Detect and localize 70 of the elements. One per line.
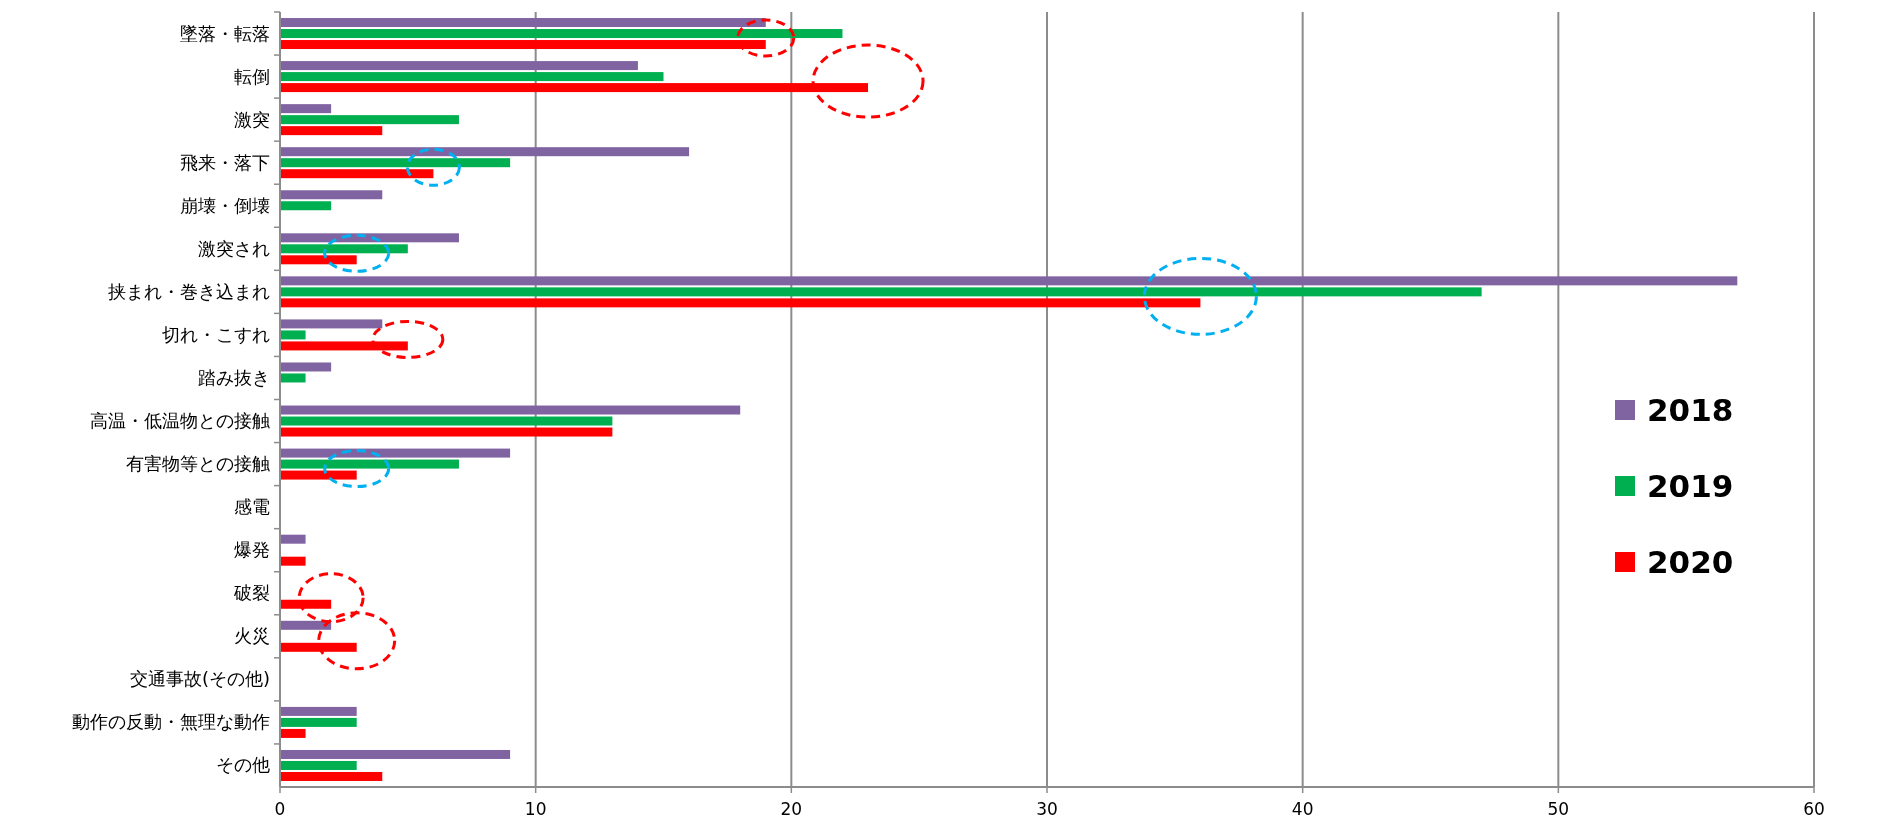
x-tick-label: 50 [1547,799,1570,819]
bar [280,728,306,738]
y-tick-label: 挟まれ・巻き込まれ [108,280,270,302]
bar [280,72,664,82]
bar [280,40,766,50]
y-tick-label: 破裂 [233,582,270,604]
bar [280,534,306,544]
bar [280,169,434,179]
bar [280,319,383,329]
bar [280,244,408,254]
legend-label: 2020 [1647,544,1734,580]
bar [280,147,690,157]
bar [280,642,357,652]
bar [280,362,332,372]
y-tick-label: 激突 [234,108,270,130]
bar [280,373,306,383]
y-tick-label: 有害物等との接触 [126,453,270,475]
bar [280,276,1738,286]
bar [280,470,357,480]
bar [280,126,383,136]
bar [280,104,332,114]
bar [280,620,332,630]
y-tick-label: 交通事故(その他) [129,668,270,690]
y-tick-label: 切れ・こすれ [162,323,270,345]
y-tick-label: その他 [216,754,270,776]
bar [280,556,306,566]
bar [280,448,511,458]
y-tick-label: 転倒 [234,65,270,87]
bar [280,717,357,727]
bar [280,287,1482,297]
y-tick-label: 墜落・転落 [180,22,270,44]
x-tick-label: 30 [1036,799,1058,819]
legend-label: 2019 [1647,468,1734,504]
bar [280,760,357,770]
y-tick-label: 火災 [234,625,270,647]
bar [280,83,869,93]
bar [280,158,511,168]
bar [280,255,357,265]
x-tick-label: 20 [780,799,803,819]
y-tick-label: 感電 [234,496,270,518]
legend-label: 2018 [1647,392,1734,428]
bar [280,115,459,125]
bar [280,341,408,351]
bar [280,771,383,781]
bar [280,298,1201,308]
bar [280,330,306,340]
bar [280,459,459,469]
bar [280,29,843,39]
y-tick-label: 爆発 [234,539,270,561]
y-tick-label: 踏み抜き [198,366,270,388]
x-tick-label: 40 [1291,799,1314,819]
bar [280,201,332,211]
bar [280,190,383,200]
x-tick-label: 10 [524,799,547,819]
bar [280,18,766,28]
bar [280,416,613,426]
y-tick-label: 動作の反動・無理な動作 [72,711,270,733]
y-tick-label: 高温・低温物との接触 [90,410,270,432]
y-tick-label: 飛来・落下 [180,151,270,173]
bar [280,233,459,243]
bar [280,427,613,437]
bar [280,61,638,71]
bar [280,749,511,759]
bar [280,405,741,415]
y-tick-label: 崩壊・倒壊 [180,194,270,216]
x-tick-label: 0 [274,799,286,819]
x-tick-label: 60 [1803,799,1825,819]
bar [280,599,332,609]
bar [280,706,357,716]
y-tick-label: 激突され [198,237,270,259]
